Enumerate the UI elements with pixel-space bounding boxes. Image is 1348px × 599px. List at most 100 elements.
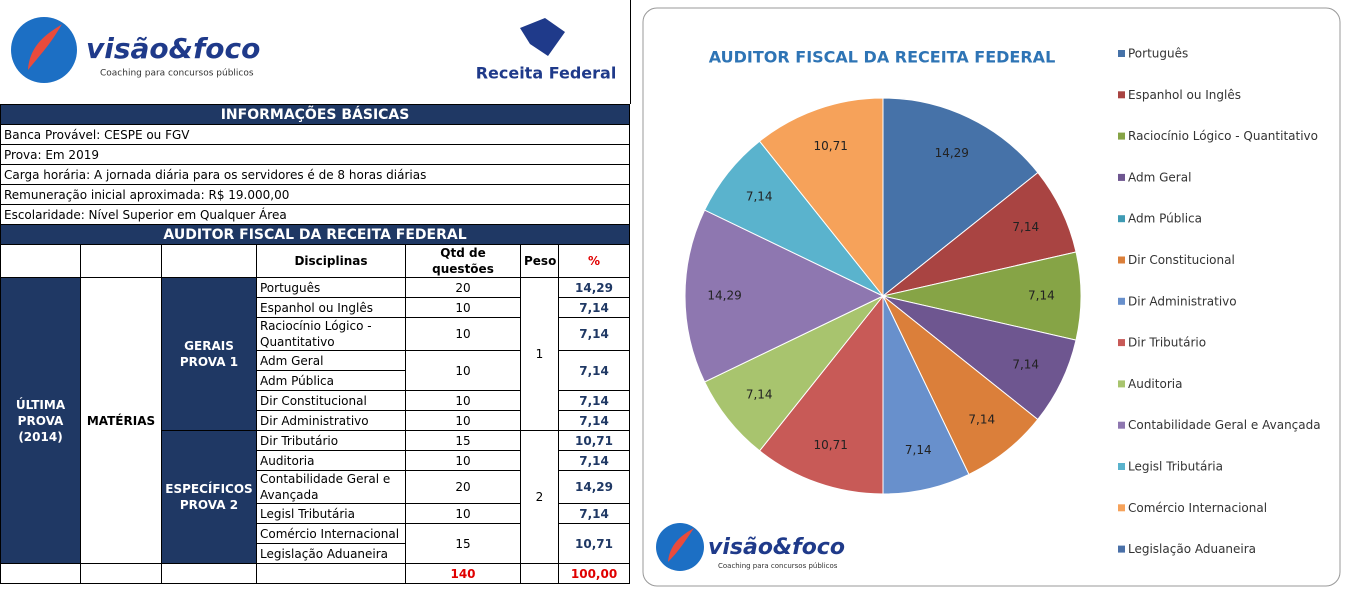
- total-pct: 100,00: [557, 563, 631, 584]
- row: Dir Administrativo 10 7,14: [1, 410, 631, 431]
- pct: 7,14: [557, 350, 631, 391]
- legend-swatch: [1118, 421, 1125, 429]
- slice-label: 7,14: [746, 190, 773, 204]
- info-table: INFORMAÇÕES BÁSICAS Banca Provável: CESPE…: [0, 104, 631, 584]
- qtd: 10: [405, 503, 521, 524]
- pie-slice: [882, 97, 1039, 298]
- legend-label: Dir Administrativo: [1128, 294, 1237, 308]
- pie-slice: [758, 97, 884, 298]
- blank-cell: [161, 563, 257, 584]
- slice-label: 10,71: [814, 139, 848, 153]
- subject: Legislação Aduaneira: [256, 543, 406, 564]
- legend-label: Dir Tributário: [1128, 336, 1206, 350]
- slice-label: 7,14: [1012, 220, 1039, 234]
- legend-label: Raciocínio Lógico - Quantitativo: [1128, 129, 1318, 143]
- blank-cell: [80, 244, 162, 278]
- row: Banca Provável: CESPE ou FGV: [0, 124, 631, 145]
- tagline: Coaching para concursos públicos: [718, 562, 838, 570]
- pie-slice: [684, 209, 885, 383]
- info-line: Prova: Em 2019: [0, 144, 631, 165]
- column-header: Qtd de questões: [405, 244, 521, 278]
- logo-swoosh: [668, 528, 694, 562]
- row: Comércio Internacional 15 10,71: [1, 523, 631, 564]
- section-title: INFORMAÇÕES BÁSICAS: [0, 104, 631, 125]
- subject: Dir Constitucional: [256, 390, 406, 411]
- slice-label: 7,14: [1012, 357, 1039, 371]
- group-label: ÚLTIMA PROVA (2014): [0, 277, 81, 564]
- legend-label: Português: [1128, 47, 1188, 61]
- peso: 1: [520, 277, 559, 431]
- legend-swatch: [1118, 132, 1125, 140]
- row: INFORMAÇÕES BÁSICAS: [0, 104, 631, 125]
- blank-cell: [520, 563, 559, 584]
- qtd: 10: [405, 390, 521, 411]
- row: Adm Geral 10 7,14: [1, 350, 631, 391]
- legend-label: Dir Constitucional: [1128, 253, 1235, 267]
- blank-cell: [256, 563, 406, 584]
- legend-swatch: [1118, 339, 1125, 347]
- slice-label: 10,71: [814, 438, 848, 452]
- qtd: 10: [405, 297, 521, 318]
- row: Escolaridade: Nível Superior em Qualquer…: [0, 204, 631, 225]
- qtd: 10: [405, 317, 521, 351]
- blank-cell: [0, 244, 81, 278]
- info-line: Banca Provável: CESPE ou FGV: [0, 124, 631, 145]
- row: ESPECÍFICOS PROVA 2 Dir Tributário 15 2 10,71: [1, 430, 631, 564]
- qtd: 10: [405, 410, 521, 431]
- legend-swatch: [1118, 380, 1125, 388]
- logo-swoosh: [28, 24, 62, 70]
- pct: 14,29: [557, 470, 631, 504]
- legend-swatch: [1118, 215, 1125, 223]
- legend-swatch: [1118, 463, 1125, 470]
- label-line: PROVA: [17, 413, 64, 428]
- legend-swatch: [1118, 91, 1125, 99]
- label-line: GERAIS: [184, 339, 234, 353]
- subject: Legisl Tributária: [256, 503, 406, 524]
- qtd: 10: [405, 450, 521, 471]
- row: Auditoria 10 7,14: [1, 450, 631, 471]
- header: visão&foco Coaching para concursos públi…: [11, 0, 631, 104]
- slice-label: 7,14: [1028, 289, 1055, 303]
- pct: 14,29: [557, 277, 631, 298]
- legend-swatch: [1118, 50, 1125, 57]
- section-label: MATÉRIAS: [80, 277, 162, 564]
- row: Remuneração inicial aproximada: R$ 19.00…: [0, 184, 631, 205]
- tagline: Coaching para concursos públicos: [100, 69, 254, 79]
- pct: 10,71: [557, 523, 631, 564]
- legend-label: Legislação Aduaneira: [1128, 542, 1256, 556]
- legend-label: Auditoria: [1128, 377, 1182, 391]
- pct: 7,14: [557, 297, 631, 318]
- row: 140 100,00: [0, 563, 631, 584]
- row: Disciplinas Qtd de questões Peso%: [0, 244, 631, 278]
- legend-swatch: [1118, 504, 1125, 512]
- legend-label: Contabilidade Geral e Avançada: [1128, 418, 1321, 432]
- legend-swatch: [1118, 545, 1125, 553]
- pct: 7,14: [557, 503, 631, 524]
- label-line: PROVA 1: [179, 355, 239, 369]
- agency-emblem: [520, 18, 565, 56]
- legend-swatch: [1118, 256, 1125, 264]
- info-line: Escolaridade: Nível Superior em Qualquer…: [0, 204, 631, 225]
- subject: Português: [256, 277, 406, 298]
- qtd: 20: [405, 277, 521, 298]
- subject: Adm Geral: [256, 350, 406, 371]
- section-title: AUDITOR FISCAL DA RECEITA FEDERAL: [0, 224, 631, 245]
- blank-cell: [0, 563, 81, 584]
- pct: 7,14: [557, 410, 631, 431]
- slice-label: 14,29: [935, 146, 969, 160]
- pct: 10,71: [557, 430, 631, 451]
- legend-swatch: [1118, 297, 1125, 305]
- pct: 7,14: [557, 317, 631, 351]
- row: Legisl Tributária 10 7,14: [1, 503, 631, 524]
- pct: 7,14: [557, 390, 631, 411]
- subject: Auditoria: [256, 450, 406, 471]
- subgroup-label: ESPECÍFICOS PROVA 2: [161, 430, 257, 564]
- slice-label: 7,14: [746, 387, 773, 401]
- subgroup-label: GERAIS PROVA 1: [161, 277, 257, 431]
- qtd: 15: [405, 523, 521, 564]
- label-line: ÚLTIMA: [15, 397, 66, 412]
- blank-cell: [80, 563, 162, 584]
- row: Espanhol ou Inglês 10 7,14: [1, 297, 631, 318]
- pct: 7,14: [557, 450, 631, 471]
